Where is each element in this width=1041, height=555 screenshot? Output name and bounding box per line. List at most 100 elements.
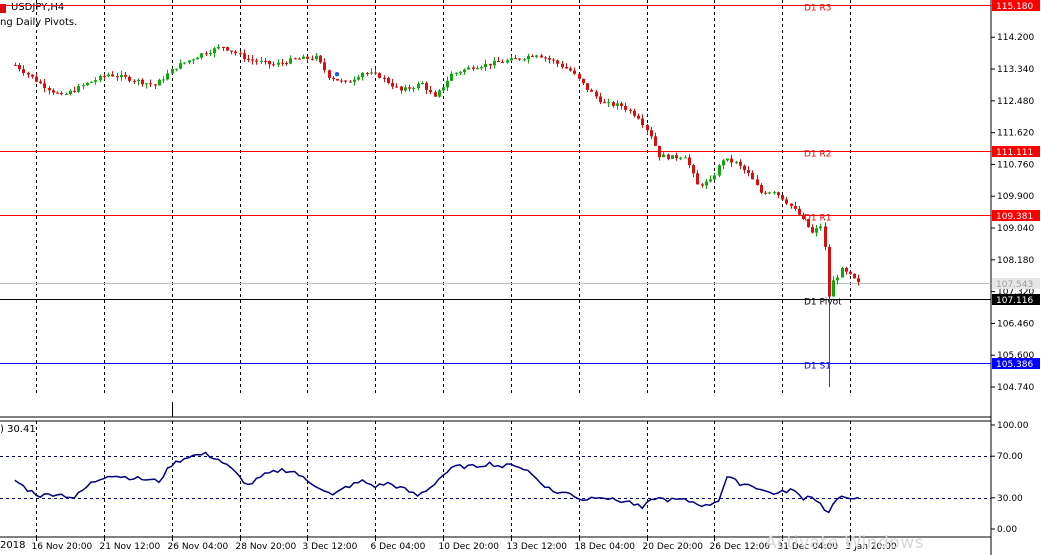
candle-body: [641, 118, 644, 126]
time-axis-label: 26 Nov 04:00: [168, 542, 229, 552]
pivot-label: D1 S1: [804, 362, 831, 372]
candle-body: [629, 109, 632, 111]
candle-body: [480, 67, 483, 69]
candle-body: [417, 83, 420, 89]
candle-body: [285, 62, 288, 64]
candle-body: [349, 81, 352, 83]
price-axis-label: 105.600: [997, 351, 1034, 361]
candle-body: [518, 58, 521, 60]
candle-body: [120, 74, 123, 78]
candle-body: [556, 60, 559, 64]
candle-body: [484, 63, 487, 68]
candle-body: [798, 208, 801, 215]
candle-body: [328, 70, 331, 78]
candle-body: [718, 165, 721, 176]
candle-body: [133, 80, 136, 82]
oscillator-axis-label: 100.00: [997, 421, 1029, 431]
candle-body: [311, 58, 314, 60]
candle-body: [77, 86, 80, 92]
candle-body: [90, 81, 93, 83]
candle-body: [603, 102, 606, 104]
pivot-price-tag-text: 109.381: [996, 212, 1033, 222]
activation-watermark: Activate Windows: [765, 533, 924, 553]
candle-body: [400, 86, 403, 91]
candle-body: [145, 83, 148, 85]
candle-body: [620, 103, 623, 107]
pivot-price-tag: [992, 358, 1040, 369]
candle-body: [607, 102, 610, 104]
candle-body: [281, 62, 284, 64]
candle-body: [137, 79, 140, 82]
current-price-tag: [992, 278, 1040, 289]
candle-body: [192, 59, 195, 61]
candle-body: [94, 80, 97, 82]
candle-body: [743, 165, 746, 171]
candle-body: [438, 90, 441, 97]
candle-body: [315, 55, 318, 60]
candle-body: [22, 69, 25, 73]
candle-body: [277, 62, 280, 65]
candle-body: [128, 76, 131, 81]
candle-body: [234, 51, 237, 54]
candle-body: [306, 56, 309, 59]
candle-body: [497, 60, 500, 63]
candle-body: [590, 89, 593, 92]
candle-body: [658, 145, 661, 158]
candle-body: [726, 158, 729, 161]
candle-body: [679, 157, 682, 159]
candle-body: [535, 55, 538, 57]
candle-body: [124, 74, 127, 77]
time-axis-label: 16 Nov 20:00: [32, 542, 93, 552]
candle-body: [183, 62, 186, 64]
candle-body: [255, 60, 258, 62]
candle-body: [849, 271, 852, 274]
candle-body: [391, 82, 394, 87]
left-date-fragment: 2018: [0, 540, 26, 551]
price-axis-label: 109.900: [997, 192, 1034, 202]
candle-body: [675, 155, 678, 158]
candle-body: [654, 136, 657, 146]
pivot-label: D1 Pivot: [804, 298, 842, 308]
price-axis-label: 106.460: [997, 319, 1034, 329]
candle-body: [523, 59, 526, 61]
oscillator-axis-label: 70.00: [997, 452, 1023, 462]
candle-body: [374, 72, 377, 74]
candle-body: [429, 89, 432, 93]
time-axis-label: 21 Nov 12:00: [100, 542, 161, 552]
candle-body: [39, 81, 42, 84]
candle-body: [65, 94, 68, 96]
candle-body: [756, 179, 759, 186]
candle-body: [289, 58, 292, 64]
candle-body: [217, 46, 220, 49]
time-axis-label: 20 Dec 20:00: [643, 542, 704, 552]
candle-body: [853, 273, 856, 279]
candle-body: [705, 181, 708, 186]
candle-body: [544, 57, 547, 59]
candle-body: [60, 93, 63, 95]
candle-body: [383, 77, 386, 79]
candle-body: [510, 58, 513, 61]
candle-body: [506, 60, 509, 63]
candle-body: [52, 90, 55, 93]
candle-body: [552, 59, 555, 61]
candle-body: [573, 70, 576, 74]
candle-body: [569, 68, 572, 71]
candle-body: [116, 76, 119, 78]
pivot-label: D1 R1: [804, 214, 832, 224]
candle-body: [841, 268, 844, 278]
indicator-name: ng Daily Pivots.: [0, 17, 78, 28]
candle-body: [476, 68, 479, 70]
time-axis-label: 3 Jan 20:00: [846, 542, 898, 552]
candle-body: [272, 64, 275, 66]
candle-body: [73, 90, 76, 92]
candle-body: [662, 154, 665, 158]
candle-body: [332, 77, 335, 80]
candle-body: [209, 53, 212, 55]
candle-body: [616, 103, 619, 106]
candle-body: [527, 55, 530, 60]
candle-body: [565, 66, 568, 69]
price-axis-label: 104.740: [997, 383, 1034, 393]
candle-body: [18, 65, 21, 70]
candle-body: [264, 60, 267, 62]
